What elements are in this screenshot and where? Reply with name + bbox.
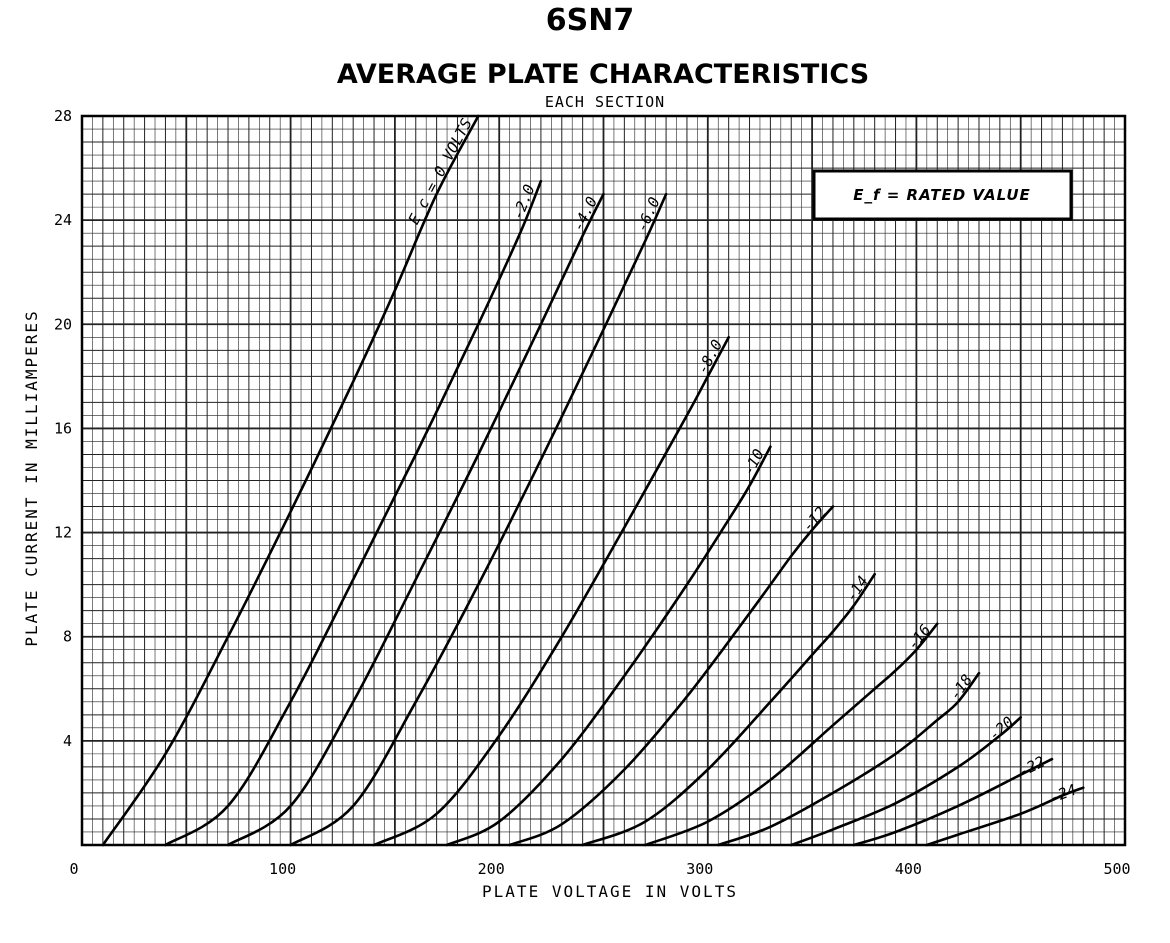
y-axis-label: PLATE CURRENT IN MILLIAMPERES <box>22 309 41 646</box>
y-tick-label: 8 <box>63 628 72 646</box>
x-tick-label: 500 <box>1103 860 1130 878</box>
curve-line <box>852 757 1054 847</box>
tick-labels: 0 100 200 300 400 500 4 8 12 16 20 24 28 <box>54 107 1131 878</box>
rated-value-note: E_f = RATED VALUE <box>812 169 1073 221</box>
y-tick-label: 28 <box>54 107 72 125</box>
curve-line <box>372 336 730 847</box>
x-tick-label: 0 <box>69 860 78 878</box>
x-axis-label: PLATE VOLTAGE IN VOLTS <box>482 882 738 901</box>
curve-line <box>164 179 543 847</box>
curve-line <box>789 716 1022 847</box>
curve-line <box>643 622 939 847</box>
y-tick-label: 12 <box>54 524 72 542</box>
curve-line <box>508 505 835 847</box>
curve-line <box>581 572 876 847</box>
y-tick-label: 24 <box>54 211 72 229</box>
y-tick-label: 4 <box>63 732 72 750</box>
curve-line <box>289 192 668 847</box>
curve-line <box>101 114 480 847</box>
chart-title: 6SN7 <box>546 3 634 38</box>
curve-line <box>445 445 772 847</box>
chart-subtitle-section: EACH SECTION <box>545 93 665 111</box>
y-tick-label: 16 <box>54 419 72 437</box>
x-tick-label: 400 <box>895 860 922 878</box>
curve-line <box>226 192 605 847</box>
rated-value-note-box <box>812 169 1073 221</box>
x-tick-label: 300 <box>686 860 713 878</box>
rated-value-note-text: E_f = RATED VALUE <box>853 186 1031 204</box>
grid <box>80 114 1127 847</box>
y-tick-label: 20 <box>54 315 72 333</box>
chart-subtitle: AVERAGE PLATE CHARACTERISTICS <box>337 59 869 90</box>
curve-line <box>925 786 1085 847</box>
curve-line <box>716 671 981 847</box>
curves <box>101 114 1085 847</box>
x-tick-label: 100 <box>269 860 296 878</box>
x-tick-label: 200 <box>478 860 505 878</box>
plot-frame <box>80 114 1127 847</box>
